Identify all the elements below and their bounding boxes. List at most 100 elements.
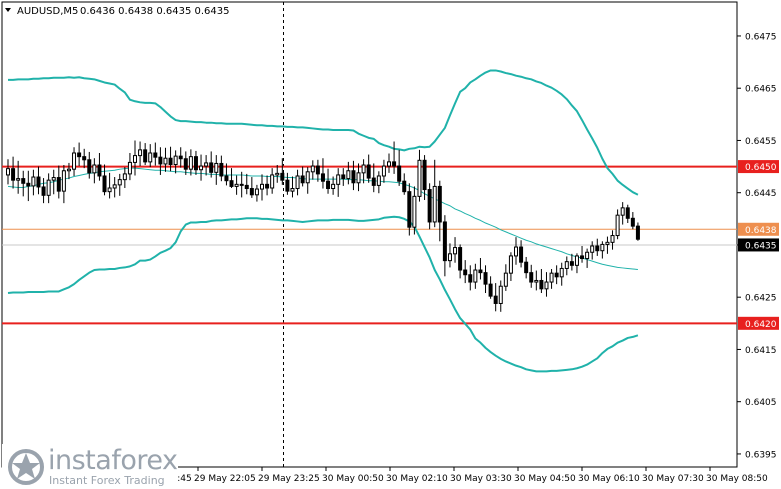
y-tick-label: 0.6465 xyxy=(745,85,777,95)
x-tick-label: 30 May 02:10 xyxy=(386,474,448,484)
candle-bull xyxy=(590,245,595,253)
candle-bull xyxy=(412,195,417,228)
candle-bull xyxy=(127,161,132,175)
candle-bull xyxy=(173,155,178,165)
candle-bear xyxy=(397,165,402,182)
level-tag xyxy=(738,222,779,236)
candle-bear xyxy=(229,180,234,187)
candle-bull xyxy=(473,269,478,283)
level-tag xyxy=(738,316,779,330)
candle-bull xyxy=(336,174,341,185)
candle-bear xyxy=(11,168,16,181)
candle-bear xyxy=(351,170,356,184)
candle-bull xyxy=(122,173,127,181)
candle-bear xyxy=(463,269,468,276)
candle-bull xyxy=(559,267,564,278)
candle-bull xyxy=(447,253,452,262)
level-label: 0.6420 xyxy=(745,320,777,330)
candle-bear xyxy=(371,177,376,186)
candle-bull xyxy=(112,184,117,189)
candle-bear xyxy=(478,269,483,274)
candle-bull xyxy=(6,168,10,176)
candle-bull xyxy=(346,170,351,180)
candle-bear xyxy=(265,183,270,189)
bollinger-lower-line xyxy=(7,215,639,373)
candle-bear xyxy=(458,247,463,271)
candle-bear xyxy=(580,255,585,260)
collapse-arrow-icon[interactable] xyxy=(5,8,11,12)
candle-bear xyxy=(26,182,31,187)
x-tick-label: 29 May 22:05 xyxy=(194,474,256,484)
candle-bear xyxy=(554,272,559,278)
candle-bear xyxy=(300,175,305,184)
candle-bear xyxy=(244,184,249,190)
brand-name: instaforex xyxy=(48,445,178,476)
candle-bear xyxy=(239,183,244,186)
candle-bull xyxy=(310,165,315,173)
candle-bear xyxy=(519,246,524,263)
level-tag xyxy=(738,160,779,174)
candle-bull xyxy=(188,156,193,170)
candle-bull xyxy=(376,175,381,186)
candle-bear xyxy=(36,176,41,188)
candle-bull xyxy=(503,272,508,287)
candle-bear xyxy=(595,245,600,252)
candle-bull xyxy=(432,185,437,223)
candle-bull xyxy=(605,241,610,245)
candle-bear xyxy=(402,180,407,193)
y-tick-label: 0.6475 xyxy=(745,32,777,42)
candle-bull xyxy=(199,165,204,171)
candle-bear xyxy=(249,188,254,196)
candle-bull xyxy=(51,177,56,181)
candle-bear xyxy=(483,272,488,285)
candle-bear xyxy=(625,207,630,219)
candle-bear xyxy=(21,178,26,184)
candle-bull xyxy=(544,281,549,290)
level-label: 0.6450 xyxy=(745,163,777,173)
x-tick-label: 30 May 06:10 xyxy=(578,474,640,484)
candle-bull xyxy=(305,171,310,184)
candle-bear xyxy=(183,158,188,170)
candle-bull xyxy=(204,162,209,167)
candle-bear xyxy=(143,149,148,163)
candle-bear xyxy=(493,295,498,304)
candle-bull xyxy=(564,261,569,269)
candle-bear xyxy=(56,177,61,192)
candle-bear xyxy=(41,186,46,196)
candle-bear xyxy=(422,159,427,191)
candle-bull xyxy=(290,188,295,192)
x-tick-label: 30 May 07:30 xyxy=(642,474,704,484)
candle-bull xyxy=(534,279,539,283)
candle-bear xyxy=(280,172,285,181)
candle-bull xyxy=(133,155,137,163)
candle-bear xyxy=(630,217,635,227)
candle-bull xyxy=(214,162,219,173)
candle-bear xyxy=(392,161,397,167)
candle-bear xyxy=(315,165,320,175)
candle-bull xyxy=(234,183,239,187)
candle-bear xyxy=(407,191,412,228)
candle-bull xyxy=(61,170,66,192)
candle-bull xyxy=(31,176,36,187)
candle-bear xyxy=(209,162,214,173)
instaforex-logo-icon xyxy=(8,449,44,485)
candle-bull xyxy=(417,159,422,197)
candle-bear xyxy=(102,175,107,193)
candle-bull xyxy=(615,214,620,237)
candle-bull xyxy=(361,164,366,174)
candle-bull xyxy=(514,246,518,257)
candle-bear xyxy=(569,261,574,266)
candle-bear xyxy=(468,274,473,283)
candle-bull xyxy=(138,149,143,157)
candle-bull xyxy=(72,152,77,170)
candle-bull xyxy=(574,255,579,266)
x-tick-label: 30 May 03:30 xyxy=(450,474,512,484)
candle-bull xyxy=(254,188,259,196)
candle-bull xyxy=(453,247,458,255)
candle-bull xyxy=(356,172,361,184)
x-tick-label: 30 May 00:50 xyxy=(322,474,384,484)
x-tick-label: 30 May 08:50 xyxy=(706,474,768,484)
y-tick-label: 0.6445 xyxy=(745,189,777,199)
